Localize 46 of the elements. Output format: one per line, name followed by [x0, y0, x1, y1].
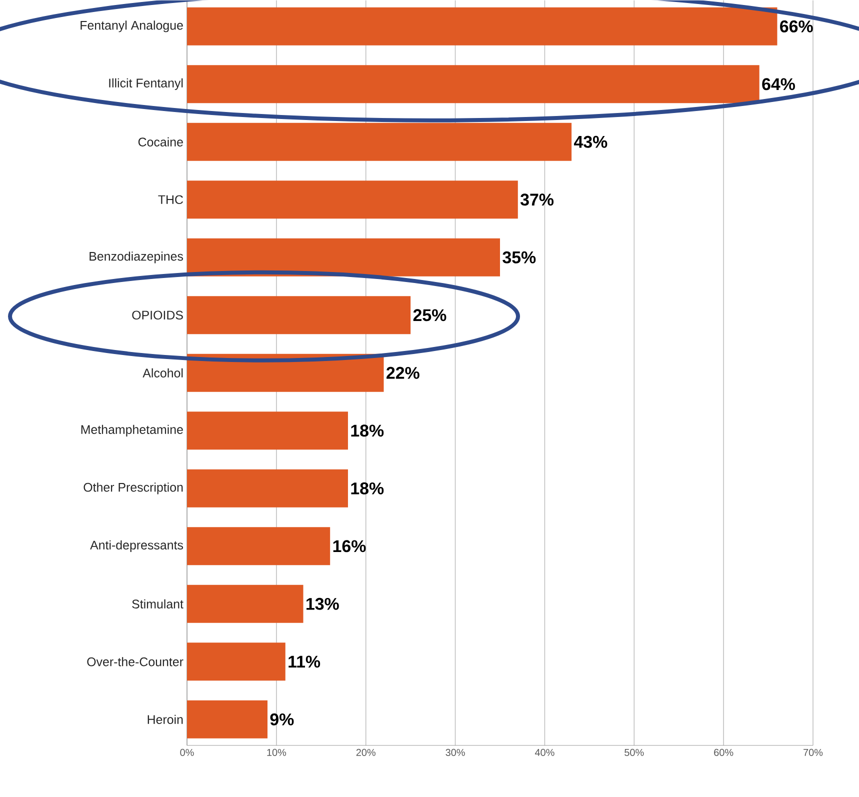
x-tick-label: 60%	[714, 748, 734, 756]
data-label: 64%	[762, 78, 795, 90]
data-label: 37%	[520, 193, 554, 206]
y-tick-label: Heroin	[148, 714, 183, 724]
data-label: 22%	[386, 366, 420, 379]
bar	[187, 122, 572, 161]
bar	[187, 64, 760, 103]
y-tick-label: Alcohol	[142, 368, 183, 378]
bar	[187, 469, 348, 508]
y-tick-label: Stimulant	[132, 599, 184, 608]
y-tick-label: Benzodiazepines	[90, 251, 184, 264]
data-label: 18%	[351, 482, 384, 494]
data-label: 13%	[306, 598, 339, 610]
data-label: 18%	[351, 424, 384, 436]
x-tick-label: 30%	[446, 748, 465, 756]
x-tick-label: 40%	[534, 748, 554, 756]
y-tick-label: THC	[158, 195, 184, 204]
bar	[187, 411, 348, 450]
y-tick-label: Cocaine	[138, 137, 183, 146]
bar	[187, 526, 330, 565]
x-tick-label: 50%	[624, 748, 644, 756]
x-tick-label: 20%	[356, 748, 376, 756]
data-label: 9%	[270, 713, 294, 726]
bar	[187, 584, 304, 623]
y-tick-label: Illicit Fentanyl	[109, 78, 183, 90]
data-label: 16%	[333, 540, 366, 552]
data-label: 66%	[780, 20, 813, 32]
bar	[187, 7, 778, 46]
data-label: 11%	[288, 656, 320, 668]
x-tick-label: 70%	[804, 748, 823, 756]
y-tick-label: OPIOIDS	[132, 310, 183, 320]
bar	[187, 296, 411, 334]
y-tick-label: Methamphetamine	[81, 424, 183, 436]
data-label: 43%	[574, 136, 608, 148]
bar	[187, 642, 286, 680]
y-tick-label: Fentanyl Analogue	[80, 20, 183, 32]
x-tick-label: 10%	[267, 748, 286, 756]
x-tick-label: 0%	[180, 748, 194, 756]
bar	[187, 700, 268, 738]
bar	[187, 238, 500, 276]
y-tick-label: Anti-depressants	[90, 540, 184, 552]
y-tick-label: Over-the-Counter	[87, 656, 184, 666]
data-label: 25%	[413, 308, 446, 321]
y-tick-label: Other Prescription	[84, 482, 183, 494]
data-label: 35%	[502, 251, 536, 264]
bar	[187, 180, 518, 218]
